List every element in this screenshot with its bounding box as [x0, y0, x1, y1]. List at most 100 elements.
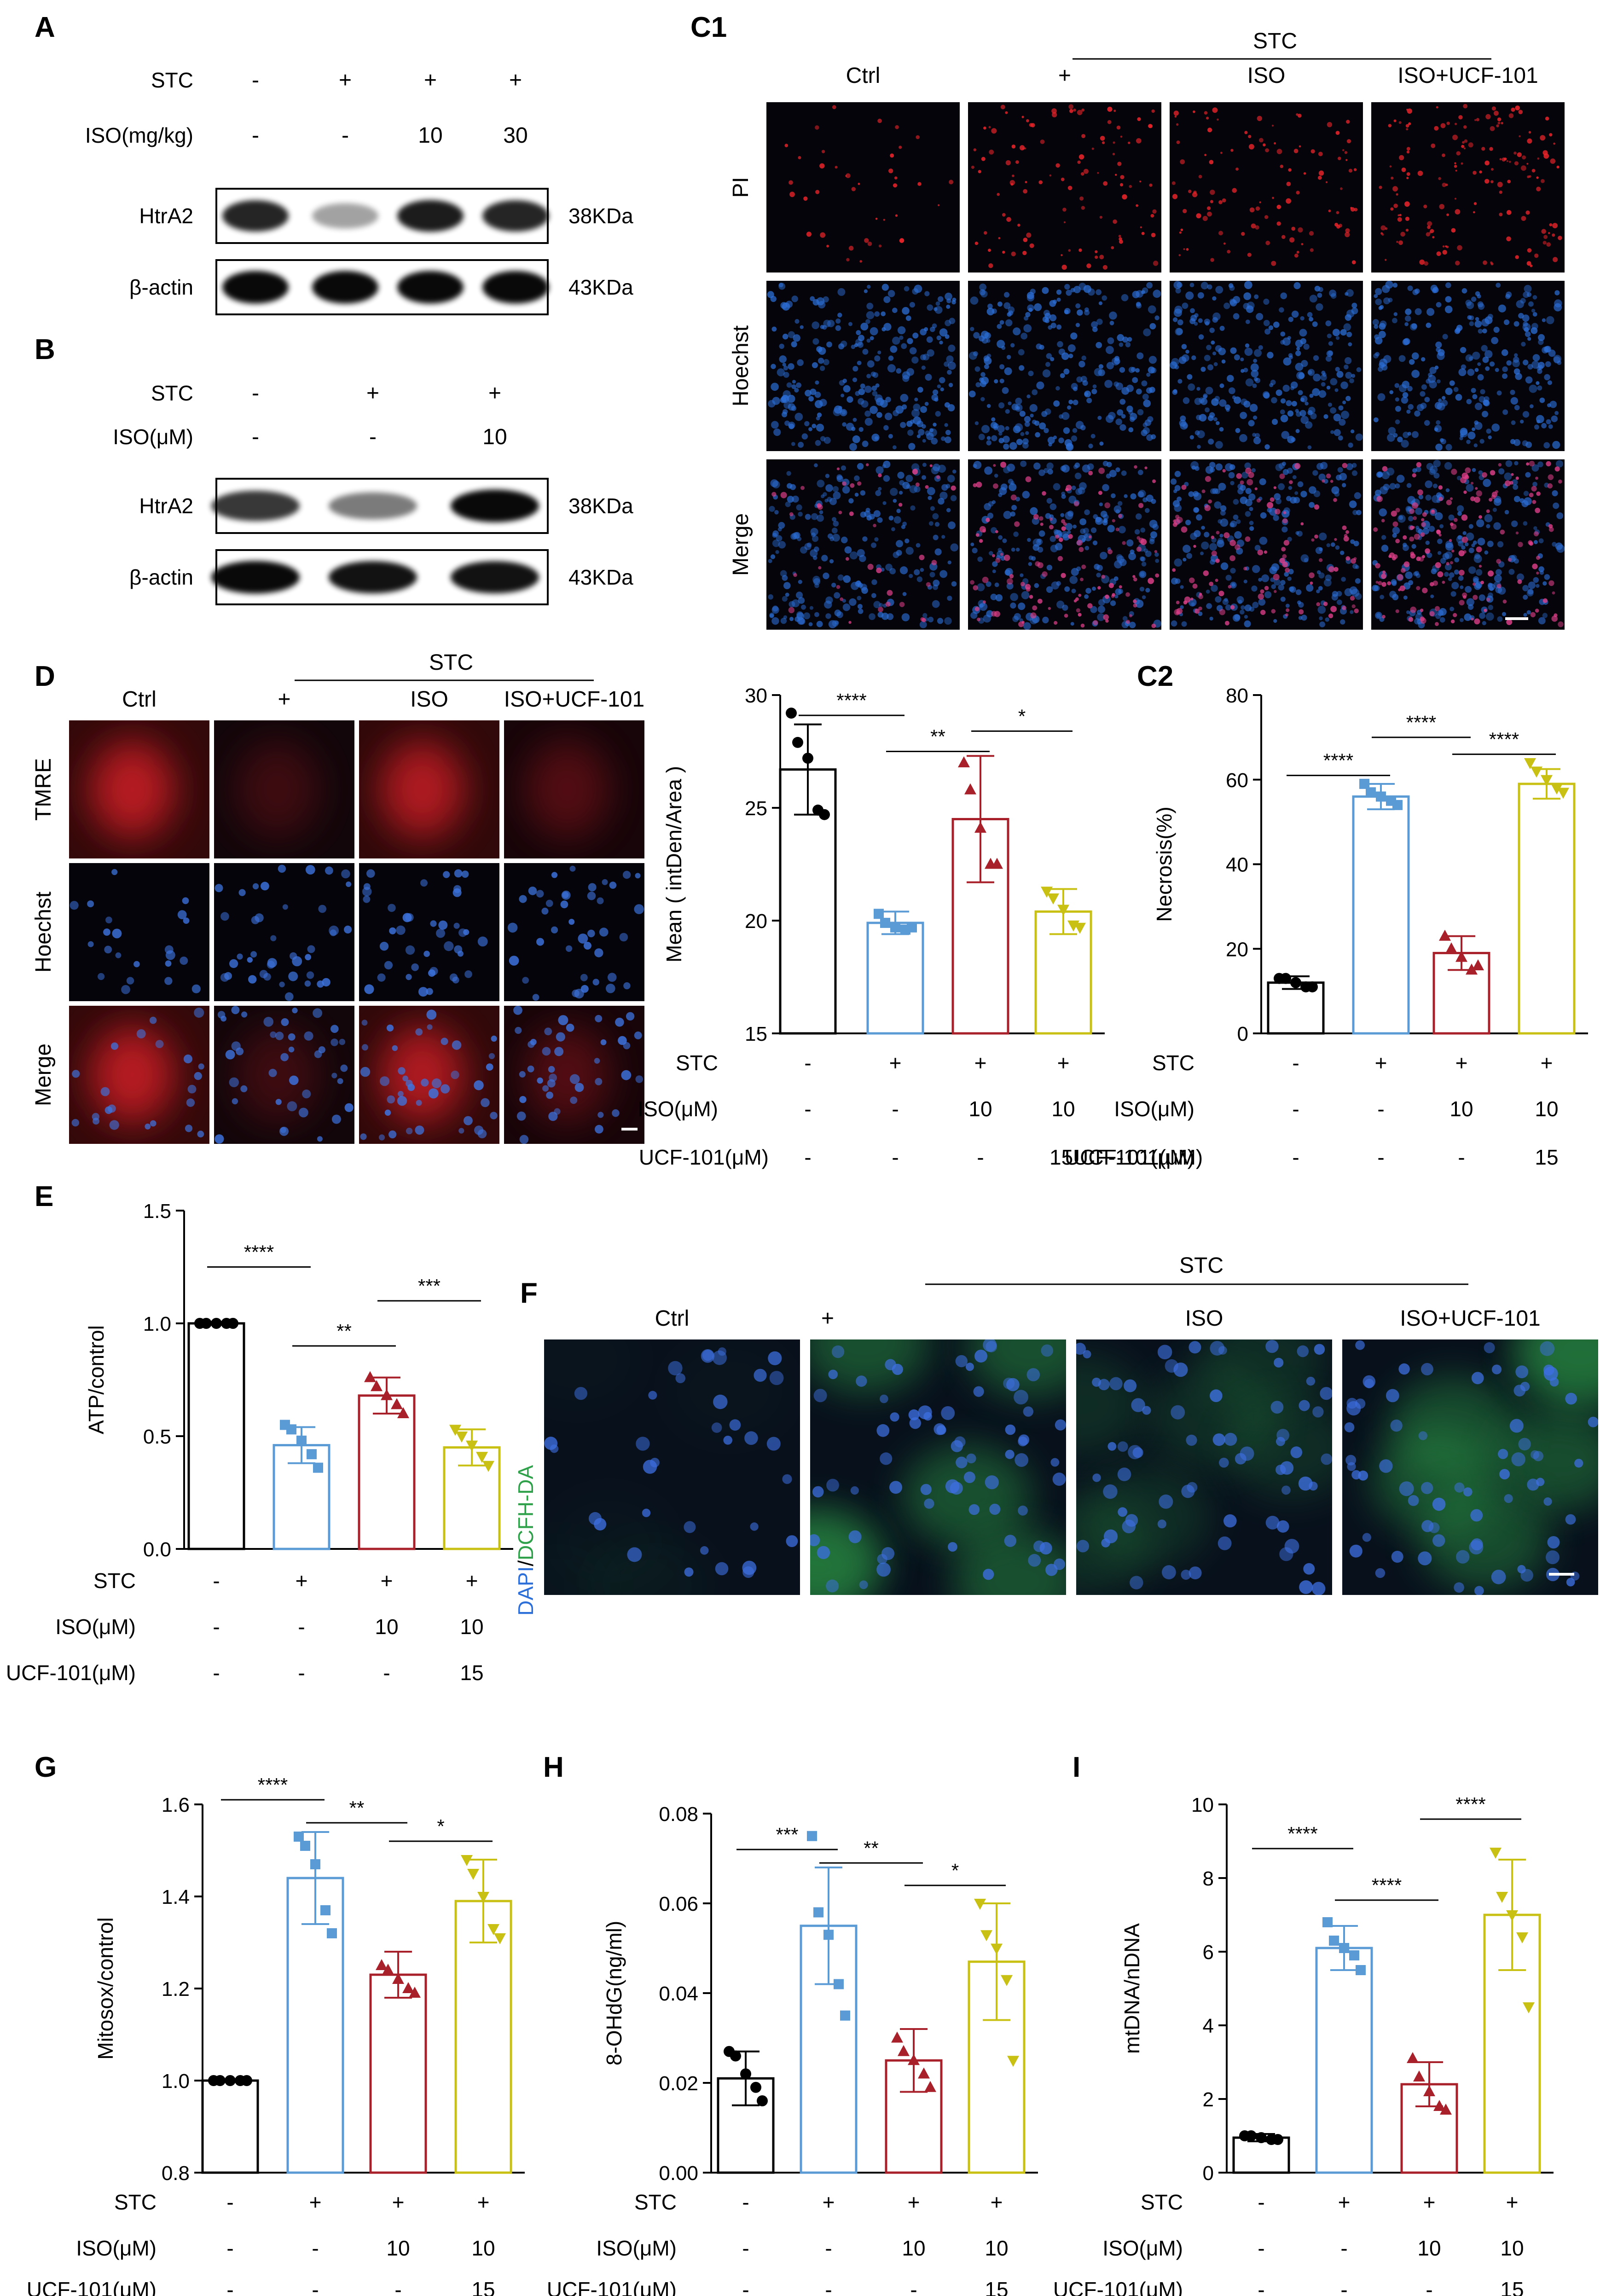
- merge-spot: [1459, 600, 1465, 606]
- pi-spot: [1083, 168, 1089, 174]
- merge-spot: [974, 607, 980, 611]
- hoechst-nucleus: [1253, 437, 1261, 445]
- hoechst-nucleus: [885, 396, 891, 403]
- merge-nucleus: [1174, 470, 1181, 477]
- pi-spot: [1151, 232, 1156, 238]
- hoechst-nucleus: [906, 421, 913, 427]
- merge-nucleus: [879, 603, 883, 608]
- merge-nucleus: [1065, 511, 1073, 520]
- dapi-nucleus: [1033, 1540, 1045, 1552]
- condition-value: -: [383, 1661, 390, 1685]
- hoechst-nucleus: [1520, 419, 1524, 424]
- pi-spot: [1100, 136, 1105, 141]
- merge-spot: [1489, 498, 1493, 502]
- hoechst-nucleus: [1341, 411, 1349, 419]
- merge-nucleus: [994, 474, 998, 478]
- merge-nucleus: [1078, 487, 1085, 494]
- dapi-nucleus: [848, 1530, 862, 1543]
- bar: [369, 1973, 427, 2174]
- dapi-nucleus: [826, 1579, 839, 1593]
- pi-spot: [1040, 139, 1045, 144]
- dapi-nucleus: [1312, 1406, 1324, 1418]
- hoechst-nucleus: [816, 423, 824, 432]
- hoechst-nucleus: [973, 332, 980, 339]
- hoechst-nucleus: [1264, 328, 1271, 335]
- merge-nucleus: [1477, 538, 1485, 545]
- dapi-nucleus: [1118, 1507, 1128, 1517]
- hoechst-nucleus: [1397, 436, 1403, 442]
- merge-spot: [1378, 581, 1382, 586]
- hoechst-nucleus: [926, 336, 933, 343]
- hoechst-nucleus: [1478, 329, 1483, 334]
- merge-nucleus: [1234, 531, 1242, 539]
- hoechst-nucleus: [884, 412, 893, 420]
- merge-spot: [1435, 606, 1440, 611]
- merge-nucleus: [1523, 613, 1527, 617]
- hoechst-nucleus: [981, 425, 990, 434]
- merge-nucleus: [1284, 572, 1289, 577]
- merge-nucleus: [772, 539, 780, 547]
- merge-nucleus: [910, 505, 916, 511]
- pi-spot: [1017, 224, 1020, 227]
- hoechst-nucleus: [1420, 391, 1426, 397]
- data-point: [918, 2067, 930, 2079]
- merge-spot: [1133, 603, 1137, 608]
- hoechst-nucleus: [860, 323, 869, 330]
- hoechst-nucleus: [922, 354, 929, 360]
- hoechst-nucleus: [791, 341, 797, 348]
- merge-spot: [1108, 583, 1114, 588]
- hoechst-nucleus: [278, 864, 286, 873]
- hoechst-nucleus: [791, 406, 797, 411]
- chart-h: H0.000.020.040.060.088-OHdG(ng/ml)******…: [543, 1751, 1038, 2296]
- merge-nucleus: [905, 547, 914, 555]
- pi-spot: [1310, 248, 1314, 252]
- merge-nucleus: [909, 574, 913, 578]
- hoechst-nucleus: [92, 1113, 99, 1121]
- merge-nucleus: [805, 514, 811, 520]
- hoechst-nucleus: [1025, 431, 1029, 435]
- hoechst-nucleus: [150, 1120, 157, 1127]
- merge-spot: [1245, 536, 1251, 542]
- merge-nucleus: [1217, 539, 1224, 548]
- hoechst-nucleus: [772, 397, 780, 405]
- hoechst-nucleus: [363, 883, 371, 890]
- merge-nucleus: [1439, 617, 1445, 623]
- y-tick-label: 0.02: [659, 2072, 698, 2095]
- hoechst-nucleus: [1142, 394, 1149, 400]
- pi-spot: [1188, 190, 1192, 193]
- hoechst-nucleus: [1536, 381, 1540, 385]
- pi-spot: [1526, 261, 1531, 266]
- dapi-nucleus: [1421, 1520, 1434, 1532]
- hoechst-nucleus: [411, 963, 419, 971]
- y-tick-label: 20: [1226, 938, 1248, 961]
- hoechst-nucleus: [1340, 381, 1348, 389]
- pi-spot: [1398, 121, 1402, 124]
- hoechst-nucleus: [594, 948, 603, 957]
- merge-nucleus: [1352, 563, 1358, 569]
- merge-nucleus: [1280, 580, 1286, 586]
- merge-spot: [1351, 604, 1356, 609]
- merge-nucleus: [1083, 528, 1089, 534]
- hoechst-nucleus: [1044, 310, 1050, 316]
- merge-nucleus: [1413, 571, 1418, 576]
- hoechst-nucleus: [940, 387, 944, 392]
- hoechst-nucleus: [1312, 321, 1318, 327]
- merge-nucleus: [817, 514, 824, 522]
- pi-spot: [1328, 209, 1331, 213]
- condition-value: -: [1340, 2236, 1347, 2260]
- hoechst-nucleus: [1340, 329, 1347, 336]
- merge-spot: [1285, 568, 1290, 573]
- merge-nucleus: [1113, 576, 1119, 581]
- pi-spot: [916, 135, 920, 139]
- hoechst-nucleus: [182, 897, 189, 904]
- pi-spot: [997, 193, 1000, 196]
- dapi-nucleus: [1055, 1419, 1066, 1431]
- hoechst-nucleus: [1208, 438, 1214, 445]
- merge-spot: [1376, 496, 1383, 502]
- hoechst-nucleus: [852, 435, 860, 443]
- data-point: [880, 917, 890, 928]
- hoechst-nucleus: [887, 364, 896, 373]
- merge-nucleus: [1425, 494, 1432, 501]
- micrograph: [69, 720, 209, 858]
- pi-spot: [1552, 233, 1555, 237]
